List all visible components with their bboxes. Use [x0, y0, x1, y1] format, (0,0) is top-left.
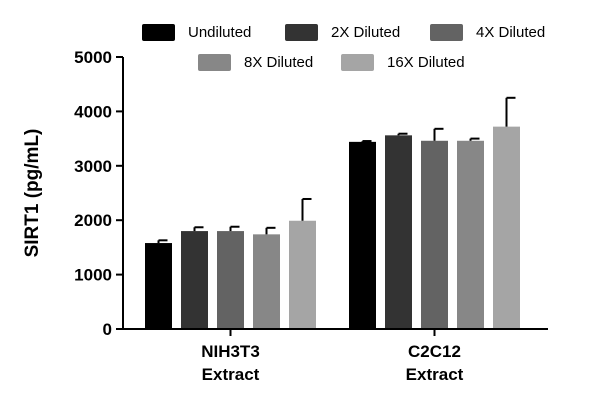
- bar-4-0: [289, 220, 316, 329]
- legend-label: Undiluted: [188, 24, 251, 41]
- axes: 0 1000 2000 3000 4000 5000 NIH3T3 Extract C2C12 E…: [74, 48, 548, 384]
- legend-swatch: [285, 24, 318, 41]
- bar-4-1: [493, 126, 520, 329]
- bar-3-0: [253, 234, 280, 329]
- bar-2-1: [421, 140, 448, 329]
- y-tick-label: 1000: [74, 266, 112, 285]
- bar-2-0: [217, 231, 244, 329]
- y-tick-label: 3000: [74, 157, 112, 176]
- y-tick-label: 0: [103, 320, 112, 339]
- legend-swatch: [198, 54, 231, 71]
- legend-swatch: [142, 24, 175, 41]
- bar-0-1: [349, 141, 376, 329]
- y-tick-label: 4000: [74, 102, 112, 121]
- bar-3-1: [457, 140, 484, 329]
- legend-swatch: [430, 24, 463, 41]
- bar-1-0: [181, 231, 208, 329]
- legend-label: 8X Diluted: [244, 54, 313, 71]
- legend-label: 2X Diluted: [331, 24, 400, 41]
- bars: [145, 96, 520, 329]
- x-tick-label: C2C12: [408, 342, 461, 361]
- legend-label: 16X Diluted: [387, 54, 465, 71]
- legend-swatch: [341, 54, 374, 71]
- y-axis-title: SIRT1 (pg/mL): [22, 129, 43, 258]
- y-tick-label: 5000: [74, 48, 112, 67]
- legend: Undiluted 2X Diluted 4X Diluted 8X Diluted 1…: [142, 24, 545, 71]
- y-tick-label: 2000: [74, 211, 112, 230]
- x-tick-label: NIH3T3: [201, 342, 260, 361]
- x-tick-label-line2: Extract: [406, 365, 464, 384]
- legend-label: 4X Diluted: [476, 24, 545, 41]
- x-tick-label-line2: Extract: [202, 365, 260, 384]
- bar-1-1: [385, 135, 412, 329]
- bar-0-0: [145, 243, 172, 329]
